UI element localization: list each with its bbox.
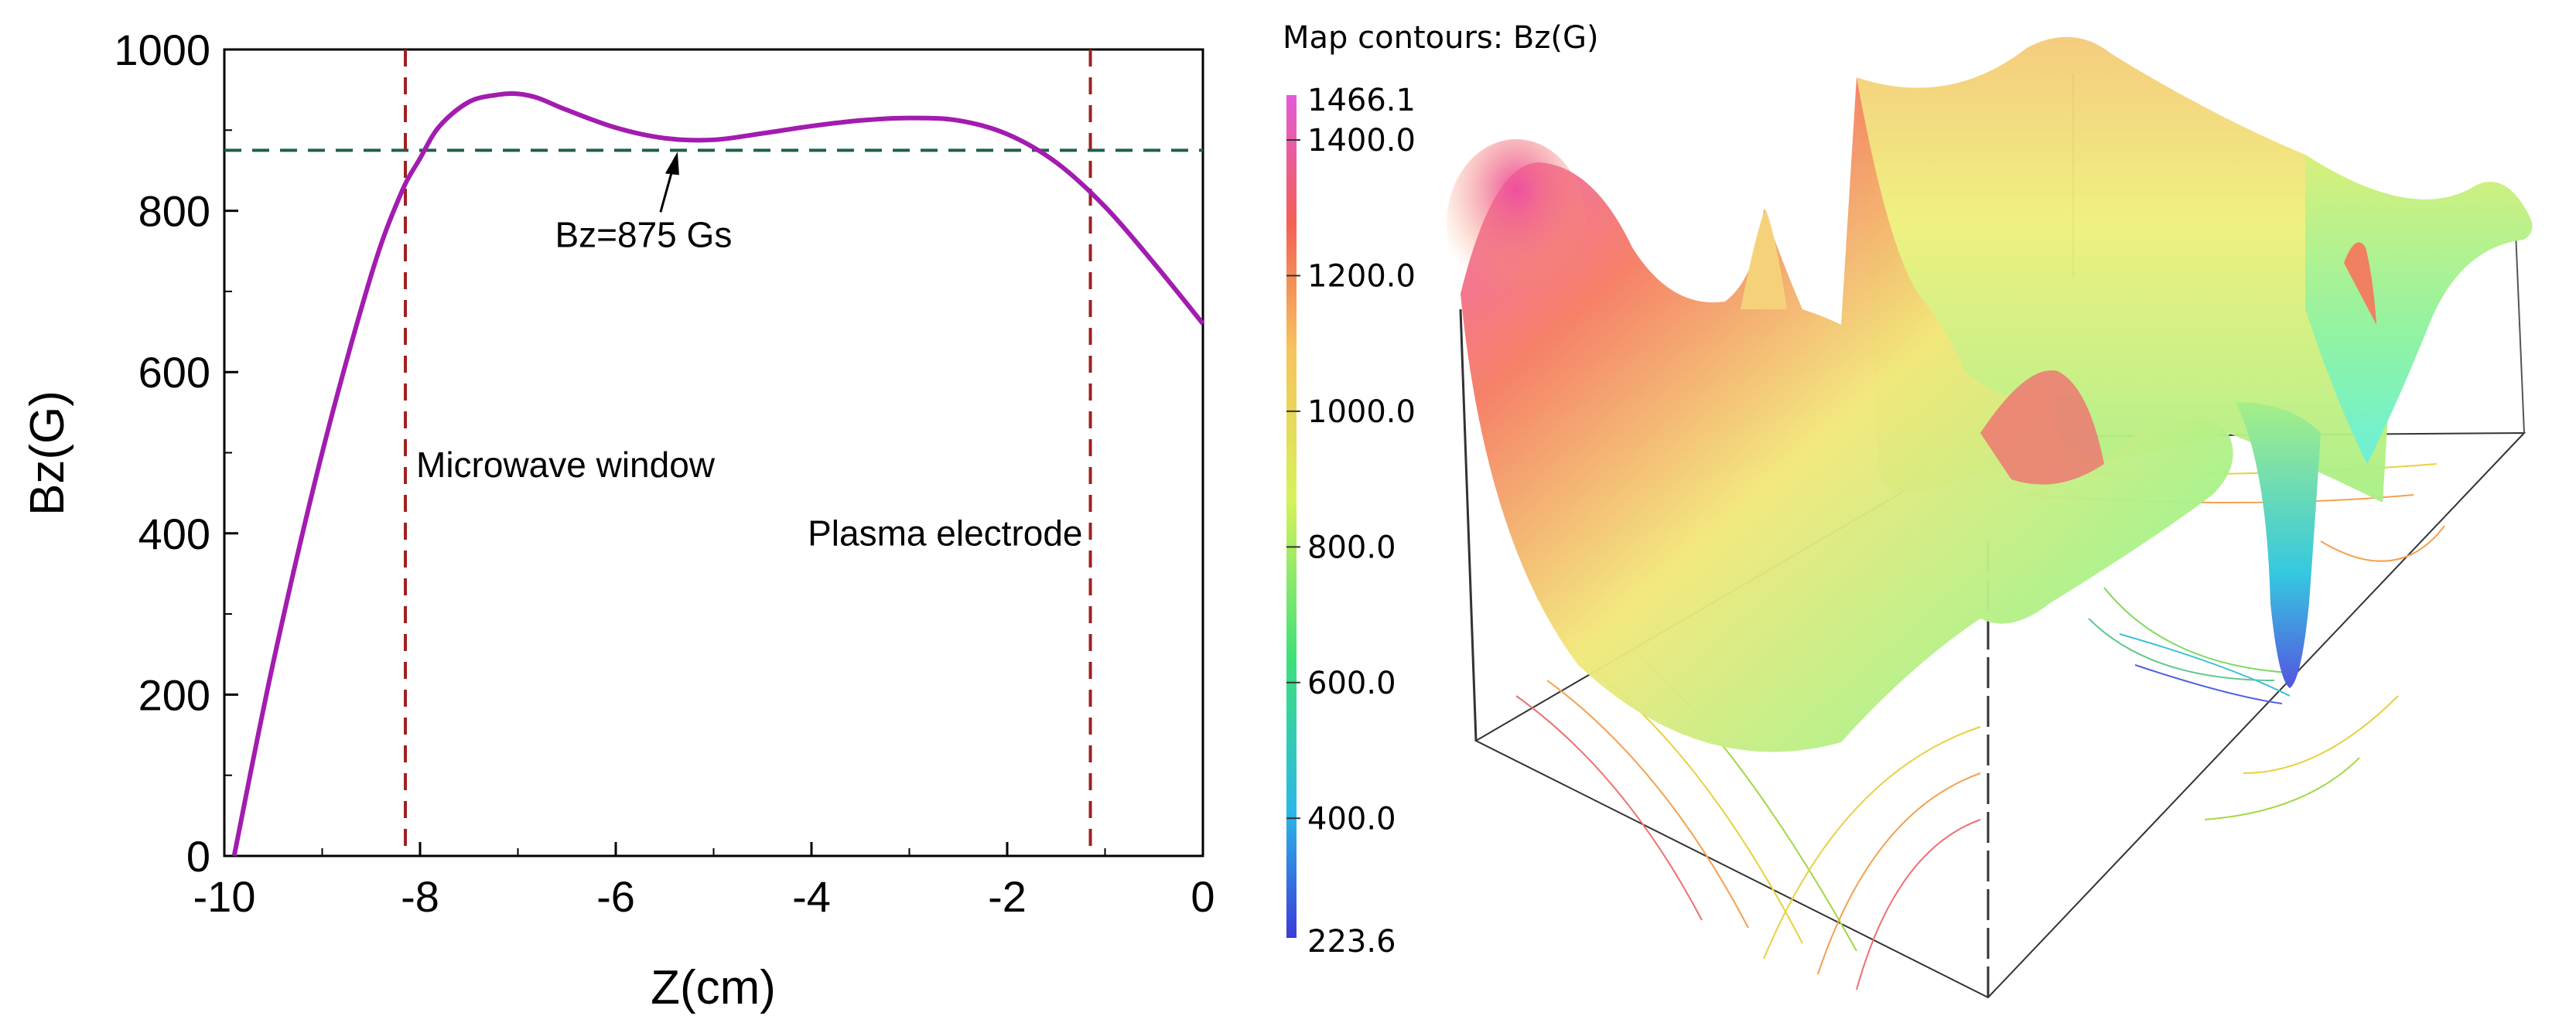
colorbar-tick-label: 800.0 xyxy=(1307,530,1396,565)
peak-front-left xyxy=(1447,139,1586,309)
spike-small-b xyxy=(2344,242,2376,325)
x-tick-label: -6 xyxy=(596,872,635,921)
surface-right-lobe xyxy=(2305,155,2533,464)
surface-render xyxy=(1447,36,2533,999)
box-edge-right xyxy=(2515,231,2525,434)
annotation-arrow-head xyxy=(664,152,679,176)
x-tick-label: -4 xyxy=(792,872,831,921)
surface-min-spike xyxy=(2236,402,2321,688)
x-axis-title: Z(cm) xyxy=(651,961,776,1014)
colorbar-tick-label: 400.0 xyxy=(1307,801,1396,837)
colorbar-max-label: 1466.1 xyxy=(1307,83,1416,118)
colorbar-min-label: 223.6 xyxy=(1307,924,1396,960)
colorbar-tick-label: 600.0 xyxy=(1307,666,1396,701)
spike-small-a xyxy=(1741,209,1787,309)
x-tick-label: -2 xyxy=(988,872,1027,921)
y-tick-label: 400 xyxy=(138,510,210,558)
y-tick-label: 1000 xyxy=(114,26,210,74)
box-edge-left xyxy=(1459,309,1478,742)
x-tick-label: -8 xyxy=(401,872,439,921)
bz-3d-surface-plot: Map contours: Bz(G) 1466.1 223.6 400.0 600.… xyxy=(1283,20,2533,999)
colorbar-labels: 1466.1 223.6 400.0 600.0 800.0 1000.0 1200.0 14… xyxy=(1286,83,1416,960)
colorbar-tick-label: 1200.0 xyxy=(1307,258,1416,294)
y-axis-title: Bz(G) xyxy=(21,390,74,516)
surface-front xyxy=(1461,77,2233,752)
plasma-electrode-label: Plasma electrode xyxy=(808,513,1082,553)
y-tick-label: 800 xyxy=(138,187,210,236)
colorbar-tick-label: 1000.0 xyxy=(1307,394,1416,430)
microwave-window-label: Microwave window xyxy=(416,445,716,485)
x-tick-label: 0 xyxy=(1191,872,1215,921)
colorbar xyxy=(1286,95,1297,938)
y-tick-label: 600 xyxy=(138,348,210,397)
bz-series-line xyxy=(231,90,1205,857)
annotations: Bz=875 Gs Microwave window Plasma electrod… xyxy=(416,152,1083,553)
y-tick-label: 200 xyxy=(138,670,210,719)
x-tick-label: -10 xyxy=(193,872,256,921)
bz-line-chart: 0 200 400 600 800 1000 -10 -8 -6 -4 -2 0 Bz=875 Gs… xyxy=(21,26,1215,1014)
peak-middle xyxy=(1980,370,2104,485)
y-tick-label: 0 xyxy=(186,832,210,881)
map-contours-title: Map contours: Bz(G) xyxy=(1283,20,1599,56)
surface-back-sheet xyxy=(1857,36,2398,503)
y-axis-ticks: 0 200 400 600 800 1000 xyxy=(114,26,238,881)
colorbar-tick-label: 1400.0 xyxy=(1307,123,1416,159)
x-axis-ticks: -10 -8 -6 -4 -2 0 xyxy=(193,842,1215,921)
bz-875-label: Bz=875 Gs xyxy=(555,214,732,254)
